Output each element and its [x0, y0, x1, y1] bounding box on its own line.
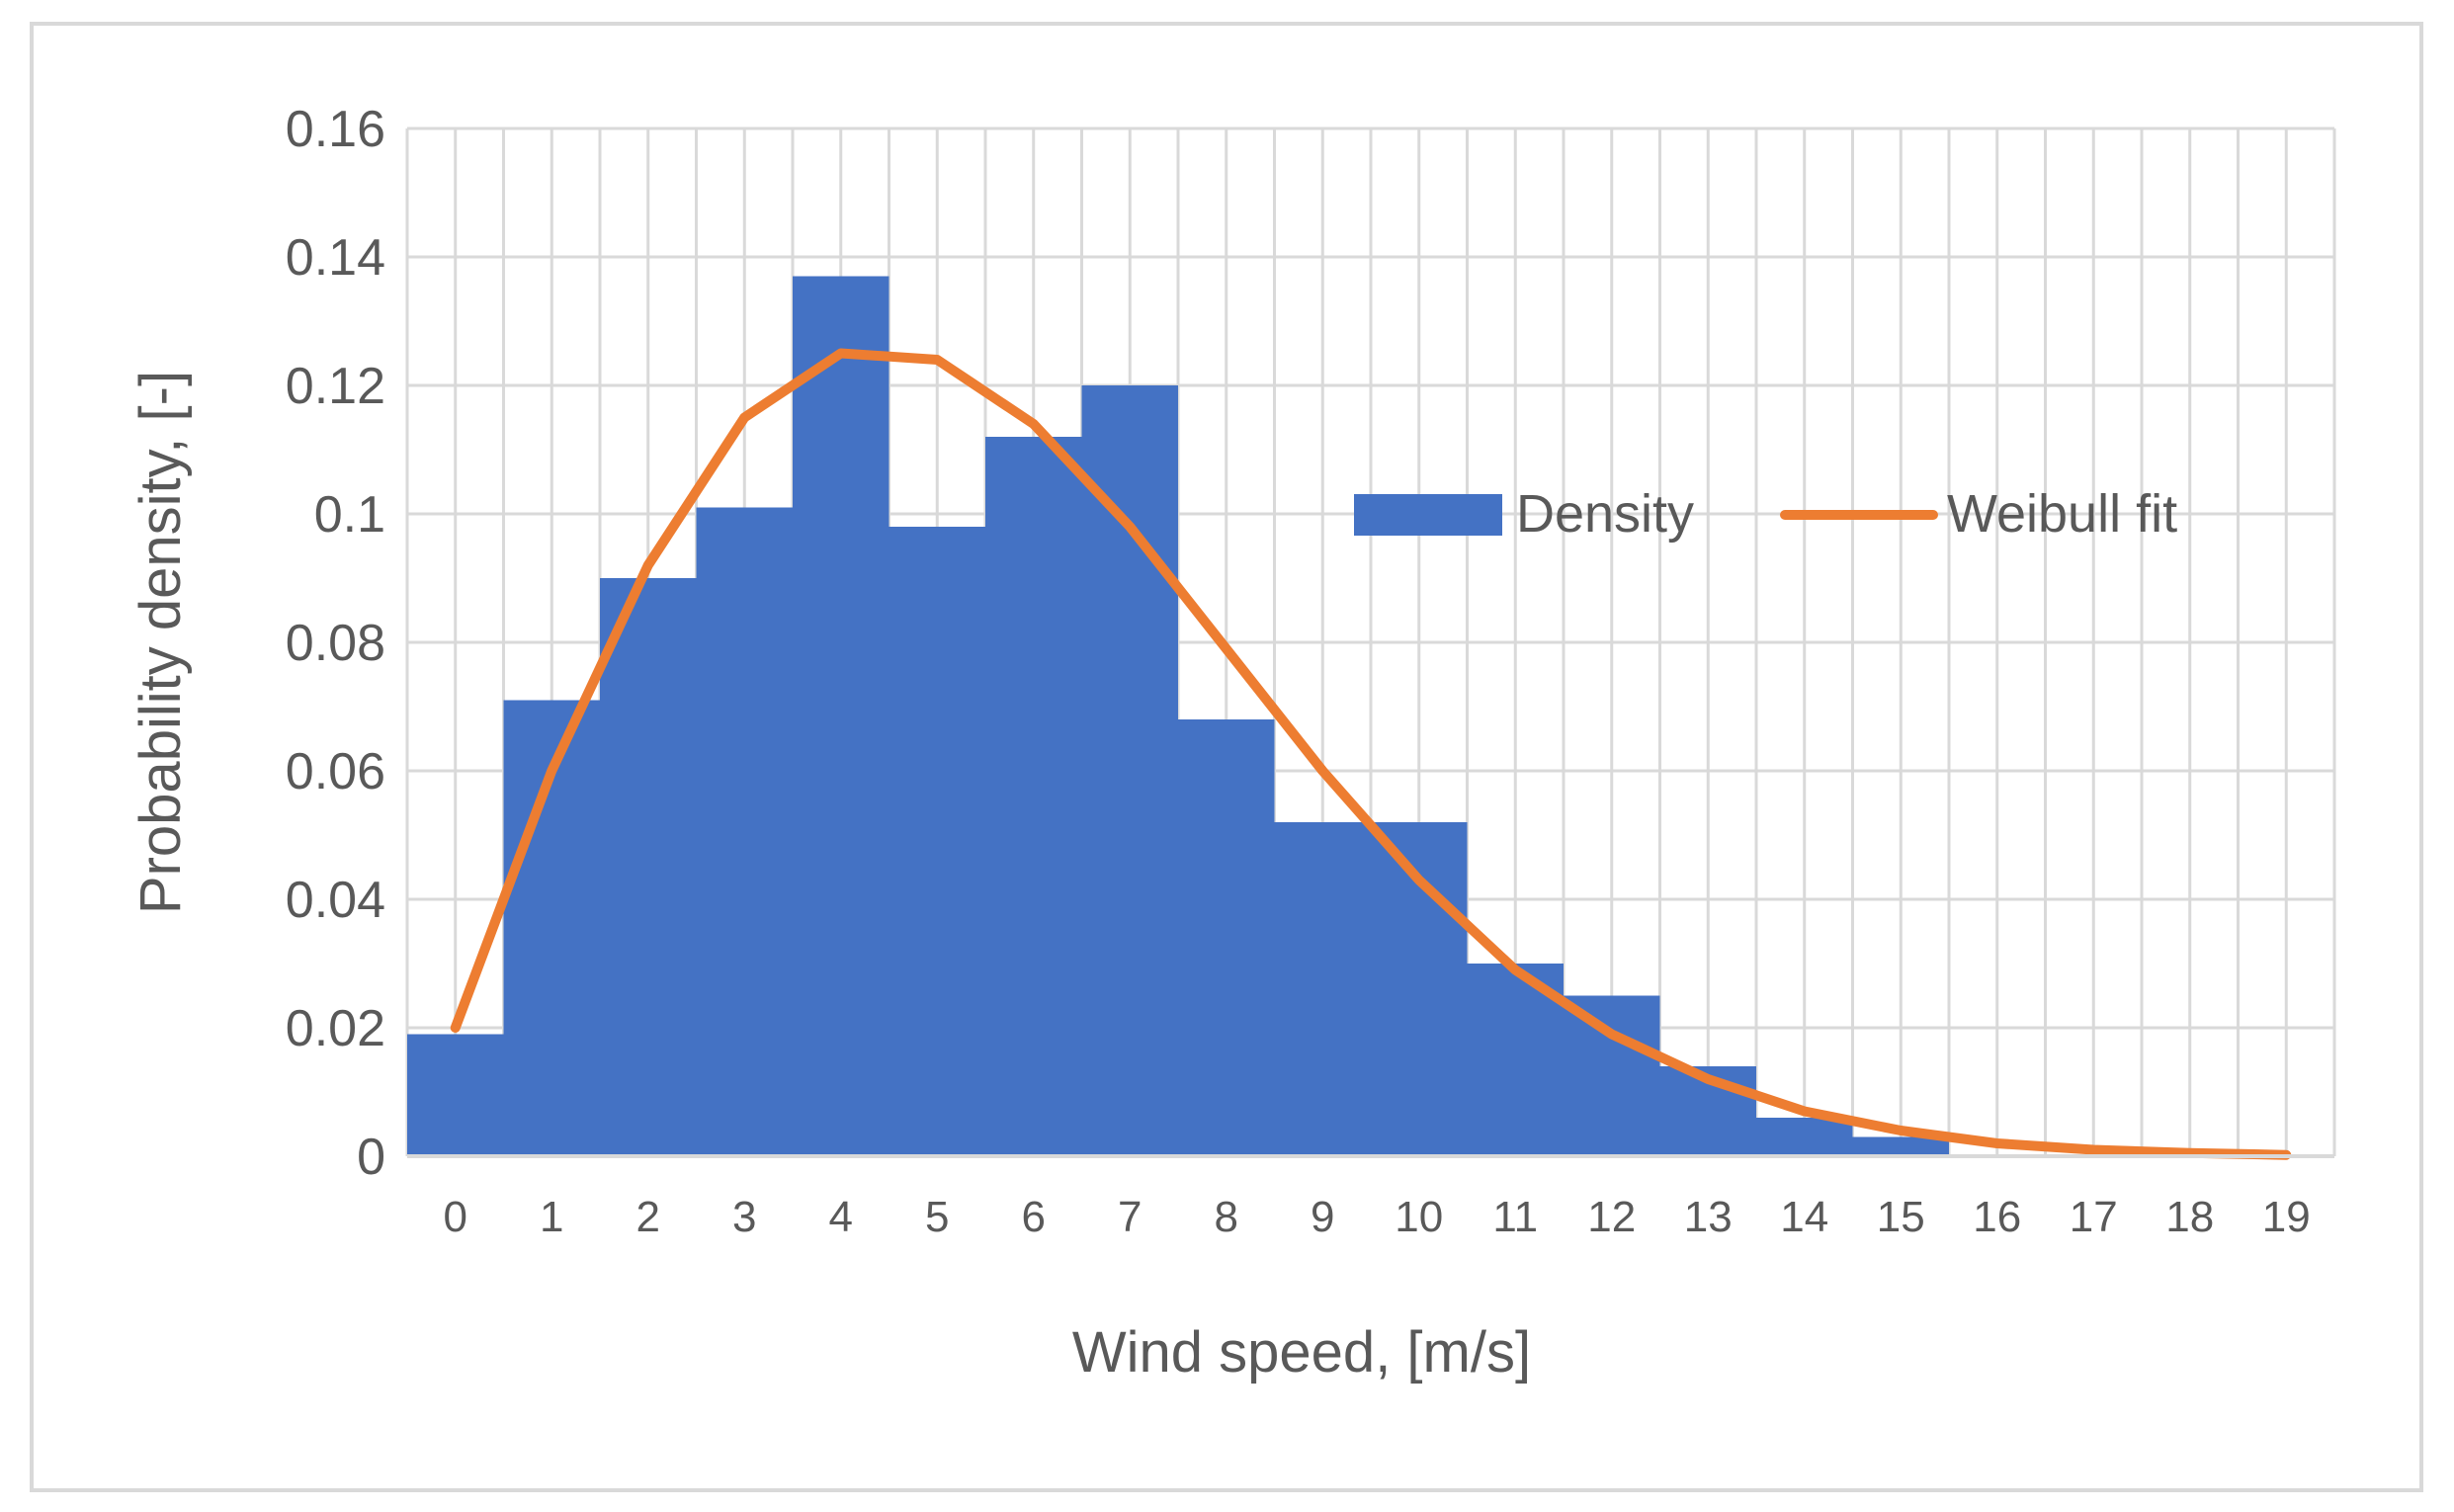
- x-tick-label: 13: [1684, 1193, 1733, 1241]
- x-tick-label: 8: [1215, 1193, 1238, 1241]
- density-bar: [1178, 719, 1275, 1156]
- x-tick-label: 5: [925, 1193, 949, 1241]
- density-bar: [793, 276, 889, 1156]
- x-axis-title: Wind speed, [m/s]: [1072, 1320, 1531, 1385]
- density-bar: [696, 507, 793, 1156]
- density-bar: [1852, 1136, 1949, 1156]
- y-tick-label: 0.04: [286, 872, 385, 929]
- density-bar: [889, 527, 985, 1156]
- y-axis-title: Probability density, [-]: [128, 371, 193, 914]
- y-tick-label: 0.08: [286, 615, 385, 672]
- density-bar: [407, 1034, 504, 1156]
- x-tick-label: 14: [1780, 1193, 1828, 1241]
- x-tick-label: 12: [1587, 1193, 1636, 1241]
- y-tick-label: 0.02: [286, 1000, 385, 1057]
- legend-density-label: Density: [1516, 484, 1694, 544]
- y-tick-label: 0.14: [286, 229, 385, 287]
- weibull-fit-line: [450, 348, 2292, 1160]
- x-tick-label: 16: [1973, 1193, 2021, 1241]
- y-tick-label: 0.1: [314, 486, 385, 544]
- x-tick-label: 9: [1311, 1193, 1334, 1241]
- x-tick-label: 10: [1395, 1193, 1443, 1241]
- density-bar: [1081, 385, 1178, 1156]
- density-bar: [1756, 1118, 1853, 1156]
- x-tick-label: 1: [540, 1193, 563, 1241]
- density-bar: [1371, 822, 1468, 1156]
- density-bar: [600, 578, 697, 1156]
- chart-frame: 0 0.02 0.04 0.06 0.08 0.1 0.12 0.14 0.16 0 1 2 3 4 5 6 7…: [30, 22, 2423, 1492]
- x-tick-label: 2: [636, 1193, 660, 1241]
- y-tick-label: 0.12: [286, 358, 385, 415]
- legend-layer: Density Weibull fit: [1354, 484, 2177, 544]
- x-tick-label: 3: [732, 1193, 756, 1241]
- x-tick-label: 15: [1877, 1193, 1925, 1241]
- x-tick-label: 4: [829, 1193, 853, 1241]
- density-bar: [1564, 995, 1660, 1156]
- legend-weibull-label: Weibull fit: [1947, 484, 2177, 544]
- x-tick-label: 0: [444, 1193, 467, 1241]
- bar-layer: [407, 276, 1949, 1156]
- axis-layer: 00.020.040.060.080.10.120.140.160 1 2 3 4 5 6 7…: [286, 101, 2334, 1241]
- x-tick-label: 18: [2165, 1193, 2214, 1241]
- y-tick-label: 0.06: [286, 743, 385, 800]
- density-bar: [1274, 822, 1371, 1156]
- x-tick-label: 17: [2070, 1193, 2118, 1241]
- y-tick-label: 0: [357, 1129, 385, 1186]
- legend-density-swatch: [1354, 494, 1502, 536]
- chart-svg: 00.020.040.060.080.10.120.140.160 1 2 3 4 5 6 7…: [128, 101, 2336, 1385]
- x-tick-label: 6: [1022, 1193, 1046, 1241]
- x-tick-label: 7: [1118, 1193, 1142, 1241]
- density-bar: [985, 437, 1082, 1156]
- y-tick-label: 0.16: [286, 101, 385, 158]
- x-tick-label: 19: [2262, 1193, 2311, 1241]
- x-tick-label: 11: [1492, 1193, 1538, 1241]
